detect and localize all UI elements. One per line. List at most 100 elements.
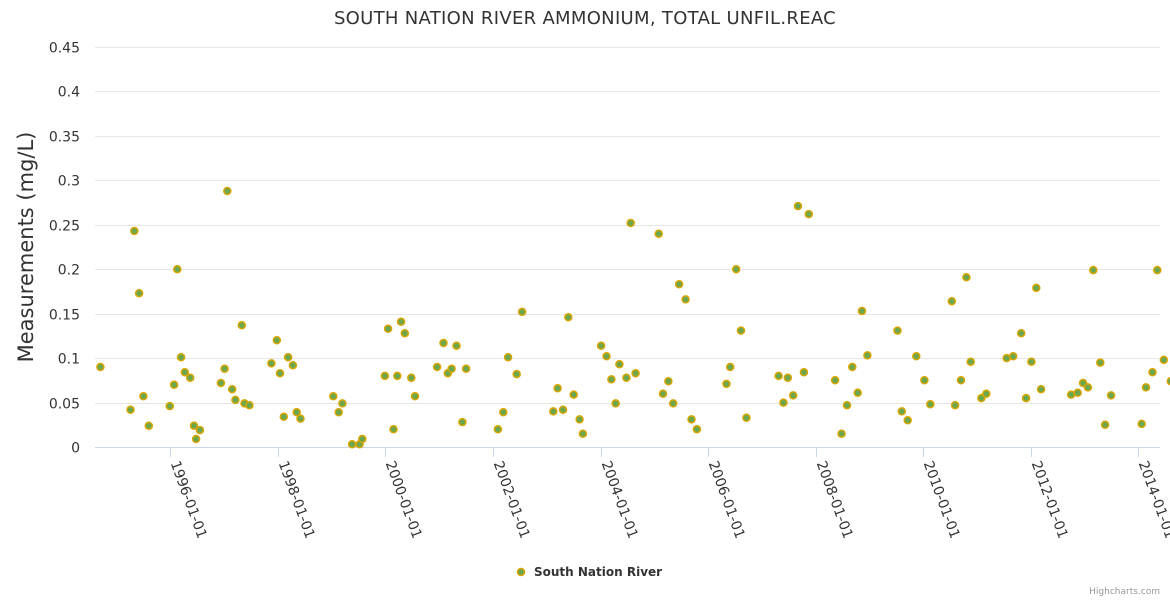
data-point[interactable] bbox=[512, 369, 521, 379]
data-point[interactable] bbox=[664, 376, 673, 386]
data-point[interactable] bbox=[926, 400, 935, 409]
data-point[interactable] bbox=[493, 424, 503, 434]
data-point[interactable] bbox=[169, 380, 179, 390]
data-point[interactable] bbox=[897, 407, 907, 416]
data-point[interactable] bbox=[288, 360, 298, 370]
data-point[interactable] bbox=[962, 272, 971, 282]
data-point[interactable] bbox=[499, 408, 508, 417]
data-point[interactable] bbox=[389, 424, 398, 434]
data-point[interactable] bbox=[1148, 368, 1157, 377]
data-point[interactable] bbox=[223, 186, 232, 196]
data-point[interactable] bbox=[383, 324, 393, 334]
data-point[interactable] bbox=[358, 434, 367, 444]
data-point[interactable] bbox=[139, 392, 148, 401]
data-point[interactable] bbox=[396, 317, 406, 326]
legend[interactable]: South Nation River bbox=[516, 565, 663, 579]
data-point[interactable] bbox=[982, 389, 991, 398]
data-point[interactable] bbox=[279, 412, 289, 422]
data-point[interactable] bbox=[631, 368, 640, 378]
data-point[interactable] bbox=[134, 288, 144, 298]
data-point[interactable] bbox=[725, 362, 735, 372]
data-point[interactable] bbox=[668, 399, 678, 408]
data-point[interactable] bbox=[237, 320, 247, 330]
data-point[interactable] bbox=[393, 371, 402, 381]
data-point[interactable] bbox=[903, 416, 912, 425]
data-point[interactable] bbox=[687, 415, 696, 424]
data-point[interactable] bbox=[517, 307, 527, 317]
data-point[interactable] bbox=[1073, 388, 1082, 398]
data-point[interactable] bbox=[692, 424, 702, 434]
data-point[interactable] bbox=[857, 306, 867, 316]
data-point[interactable] bbox=[596, 341, 606, 350]
data-point[interactable] bbox=[1021, 393, 1031, 403]
data-point[interactable] bbox=[947, 296, 957, 306]
data-point[interactable] bbox=[731, 264, 741, 274]
data-point[interactable] bbox=[842, 400, 852, 410]
data-point[interactable] bbox=[658, 389, 668, 398]
data-point[interactable] bbox=[191, 434, 201, 444]
data-point[interactable] bbox=[1106, 391, 1116, 400]
data-point[interactable] bbox=[1032, 283, 1041, 293]
data-point[interactable] bbox=[848, 362, 857, 372]
data-point[interactable] bbox=[654, 229, 663, 238]
data-point[interactable] bbox=[549, 407, 558, 416]
data-point[interactable] bbox=[558, 405, 568, 414]
data-point[interactable] bbox=[220, 364, 229, 374]
data-point[interactable] bbox=[272, 336, 282, 345]
data-point[interactable] bbox=[283, 352, 293, 362]
data-point[interactable] bbox=[1016, 328, 1026, 338]
data-point[interactable] bbox=[1153, 265, 1162, 275]
data-point[interactable] bbox=[1100, 420, 1110, 430]
data-point[interactable] bbox=[793, 201, 803, 211]
data-point[interactable] bbox=[439, 338, 448, 348]
data-point[interactable] bbox=[830, 376, 840, 385]
data-point[interactable] bbox=[611, 399, 620, 408]
data-point[interactable] bbox=[674, 280, 684, 289]
data-point[interactable] bbox=[227, 384, 237, 394]
data-point[interactable] bbox=[432, 362, 442, 372]
data-point[interactable] bbox=[1166, 377, 1170, 386]
data-point[interactable] bbox=[380, 371, 390, 381]
data-point[interactable] bbox=[1159, 355, 1169, 365]
credits-link[interactable]: Highcharts.com bbox=[1089, 587, 1160, 597]
data-point[interactable] bbox=[245, 400, 254, 410]
data-point[interactable] bbox=[165, 401, 175, 411]
data-point[interactable] bbox=[742, 413, 751, 422]
data-point[interactable] bbox=[189, 421, 199, 430]
data-point[interactable] bbox=[503, 352, 513, 362]
data-point[interactable] bbox=[1036, 384, 1046, 394]
data-point[interactable] bbox=[681, 295, 690, 304]
data-point[interactable] bbox=[893, 326, 902, 335]
data-point[interactable] bbox=[863, 351, 872, 360]
data-point[interactable] bbox=[338, 399, 347, 408]
data-point[interactable] bbox=[452, 341, 461, 350]
data-point[interactable] bbox=[722, 379, 731, 389]
data-point[interactable] bbox=[607, 375, 616, 384]
data-point[interactable] bbox=[779, 398, 788, 407]
data-point[interactable] bbox=[956, 376, 966, 385]
data-point[interactable] bbox=[774, 371, 783, 381]
data-point[interactable] bbox=[267, 359, 276, 368]
data-point[interactable] bbox=[231, 395, 240, 405]
data-point[interactable] bbox=[569, 390, 578, 399]
data-point[interactable] bbox=[347, 440, 357, 449]
data-point[interactable] bbox=[1137, 419, 1146, 429]
data-point[interactable] bbox=[292, 408, 301, 417]
data-point[interactable] bbox=[553, 384, 562, 393]
data-point[interactable] bbox=[626, 218, 635, 228]
data-point[interactable] bbox=[407, 373, 416, 382]
data-point[interactable] bbox=[622, 373, 631, 382]
data-point[interactable] bbox=[334, 408, 343, 417]
data-point[interactable] bbox=[799, 368, 809, 377]
data-point[interactable] bbox=[615, 360, 624, 369]
data-point[interactable] bbox=[853, 388, 862, 398]
data-point[interactable] bbox=[783, 373, 793, 382]
data-point[interactable] bbox=[602, 352, 611, 361]
data-point[interactable] bbox=[410, 392, 420, 401]
data-point[interactable] bbox=[296, 414, 305, 423]
data-point[interactable] bbox=[950, 400, 960, 410]
data-point[interactable] bbox=[966, 357, 975, 366]
data-point[interactable] bbox=[458, 417, 467, 427]
data-point[interactable] bbox=[837, 429, 846, 438]
data-point[interactable] bbox=[185, 373, 195, 382]
